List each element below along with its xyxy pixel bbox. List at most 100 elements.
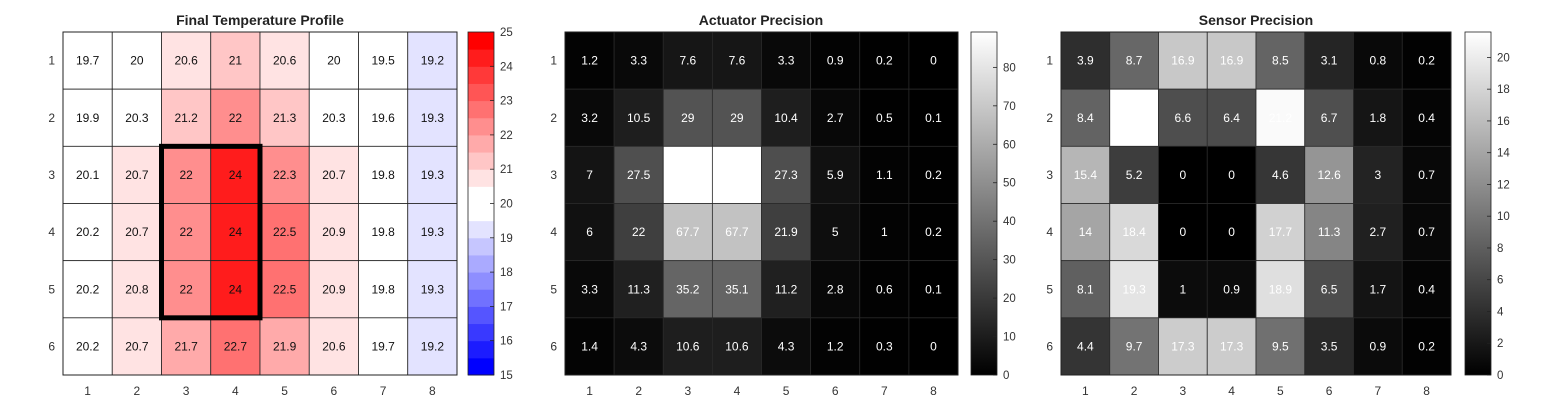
cell-value-label: 3.5 bbox=[1321, 339, 1338, 353]
heatmap-cell bbox=[761, 317, 812, 376]
cell-value-label: 19.3 bbox=[421, 225, 445, 239]
cell-value-label: 0.9 bbox=[827, 54, 844, 68]
x-tick-label: 6 bbox=[331, 384, 338, 398]
heatmap-cell bbox=[1304, 203, 1354, 262]
heatmap-cell bbox=[711, 203, 762, 262]
cell-value-label: 22.5 bbox=[273, 282, 297, 296]
x-tick-label: 4 bbox=[1228, 384, 1235, 398]
cell-value-label: 19.5 bbox=[371, 54, 395, 68]
colorbar-tick-label: 10 bbox=[1003, 332, 1016, 344]
heatmap-cell bbox=[908, 260, 959, 319]
heatmap-cell bbox=[613, 260, 664, 319]
cell-value-label: 1.7 bbox=[1370, 282, 1387, 296]
heatmap-cell bbox=[1206, 145, 1257, 204]
cell-value-label: 0.8 bbox=[1370, 54, 1387, 68]
colorbar-tick-label: 8 bbox=[1497, 243, 1503, 255]
cell-value-label: 20.3 bbox=[322, 111, 346, 125]
cell-value-label: 17.3 bbox=[1171, 339, 1195, 353]
heatmap-cell bbox=[859, 31, 910, 90]
colorbar-tick-label: 24 bbox=[500, 61, 513, 73]
heatmap-cell bbox=[1060, 317, 1111, 376]
cell-value-label: 21.2 bbox=[174, 111, 198, 125]
heatmap-cell bbox=[761, 31, 812, 90]
cell-value-label: 18.4 bbox=[1122, 225, 1146, 239]
colorbar-step bbox=[468, 357, 494, 376]
cell-value-label: 18.9 bbox=[1269, 282, 1293, 296]
heatmap-cell bbox=[711, 31, 762, 90]
cell-value-label: 20.7 bbox=[125, 168, 149, 182]
cell-value-label: 5.2 bbox=[1126, 168, 1143, 182]
cell-value-label: 29 bbox=[730, 111, 744, 125]
heatmap-cell bbox=[1206, 203, 1257, 262]
cell-value-label: 16.9 bbox=[1171, 54, 1195, 68]
colorbar-step bbox=[468, 203, 494, 222]
heatmap-cell bbox=[1353, 31, 1403, 90]
heatmap-cell bbox=[308, 145, 359, 204]
cell-value-label: 35.1 bbox=[725, 282, 749, 296]
cell-value-label: 19.8 bbox=[371, 168, 395, 182]
colorbar: 0 10 20 30 40 50 60 70 80 bbox=[970, 31, 1016, 382]
heatmap-cells: 3.9 8.7 16.9 16.9 8.5 3.1 0.8 0.2 8.4 21.6 6.6 6.4 2… bbox=[1060, 31, 1452, 376]
colorbar-step bbox=[468, 272, 494, 290]
heatmap-cell bbox=[161, 145, 212, 204]
heatmap-cell bbox=[1060, 88, 1111, 147]
x-tick-label: 2 bbox=[1131, 384, 1138, 398]
y-tick-label: 4 bbox=[48, 225, 55, 239]
cell-value-label: 29 bbox=[681, 111, 695, 125]
colorbar-tick-label: 22 bbox=[500, 130, 513, 142]
cell-value-label: 4.3 bbox=[630, 339, 647, 353]
cell-value-label: 22.5 bbox=[273, 225, 297, 239]
cell-value-label: 4.3 bbox=[778, 339, 795, 353]
cell-value-label: 22.7 bbox=[224, 339, 248, 353]
cell-value-label: 1 bbox=[1180, 282, 1187, 296]
cell-value-label: 20.2 bbox=[76, 225, 100, 239]
heatmap-cells: 1.2 3.3 7.6 7.6 3.3 0.9 0.2 03.2 10.5 29 29 10.4 2.7… bbox=[564, 31, 959, 376]
cell-value-label: 3.9 bbox=[1077, 54, 1094, 68]
cell-value-label: 19.7 bbox=[371, 339, 395, 353]
cell-value-label: 19.9 bbox=[76, 111, 100, 125]
heatmap-cell bbox=[1158, 317, 1208, 376]
heatmap-cell bbox=[810, 260, 861, 319]
cell-value-label: 67.7 bbox=[725, 225, 749, 239]
cell-value-label: 21.3 bbox=[273, 111, 297, 125]
cell-value-label: 89.2 bbox=[676, 168, 700, 182]
colorbar-step bbox=[468, 117, 494, 136]
cell-value-label: 20 bbox=[327, 54, 341, 68]
colorbar-step bbox=[468, 66, 494, 84]
heatmap-cell bbox=[259, 260, 310, 319]
colorbar-tick-label: 23 bbox=[500, 96, 513, 108]
cell-value-label: 5.9 bbox=[827, 168, 844, 182]
colorbar-tick-label: 50 bbox=[1003, 178, 1016, 190]
cell-value-label: 20 bbox=[130, 54, 144, 68]
heatmap-cells: 19.7 20 20.6 21 20.6 20 19.5 19.2 19.9 20.3 21.2 22… bbox=[62, 31, 458, 376]
heatmap-cell bbox=[908, 145, 959, 204]
cell-value-label: 11.2 bbox=[775, 282, 798, 296]
colorbar-frame bbox=[1464, 31, 1492, 376]
cell-value-label: 8.1 bbox=[1077, 282, 1094, 296]
y-tick-label: 5 bbox=[550, 282, 557, 296]
heatmap-cell bbox=[259, 317, 310, 376]
cell-value-label: 0.7 bbox=[1418, 168, 1435, 182]
heatmap-cell bbox=[564, 203, 615, 262]
x-tick-label: 5 bbox=[783, 384, 790, 398]
cell-value-label: 2.8 bbox=[827, 282, 844, 296]
heatmap-cell bbox=[761, 145, 812, 204]
cell-value-label: 19.2 bbox=[421, 54, 445, 68]
heatmap-cell bbox=[1304, 145, 1354, 204]
cell-value-label: 0 bbox=[1180, 225, 1187, 239]
heatmap-cell bbox=[810, 145, 861, 204]
cell-value-label: 27.3 bbox=[774, 168, 798, 182]
colorbar-tick-label: 2 bbox=[1497, 338, 1503, 350]
cell-value-label: 20.6 bbox=[174, 54, 198, 68]
y-tick-label: 5 bbox=[1046, 282, 1053, 296]
heatmap-cell bbox=[810, 203, 861, 262]
x-tick-label: 3 bbox=[684, 384, 691, 398]
x-tick-label: 4 bbox=[734, 384, 741, 398]
cell-value-label: 22 bbox=[179, 225, 193, 239]
cell-value-label: 0.9 bbox=[1370, 339, 1387, 353]
colorbar-tick-label: 20 bbox=[500, 199, 513, 211]
x-tick-label: 7 bbox=[881, 384, 888, 398]
heatmap-cell bbox=[407, 203, 458, 262]
cell-value-label: 8.5 bbox=[1272, 54, 1289, 68]
